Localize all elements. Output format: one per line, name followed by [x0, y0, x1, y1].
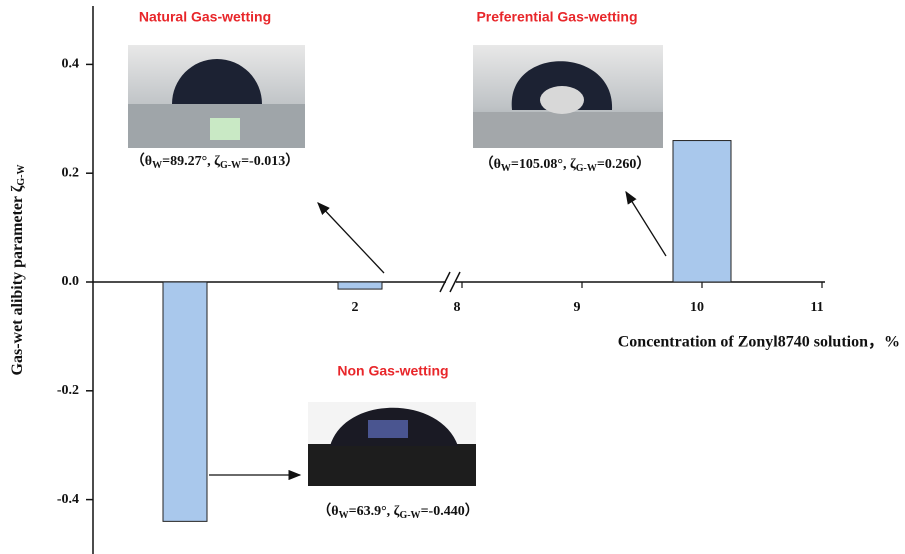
x-tick-label: 9	[574, 300, 581, 315]
annotation-label: （θW=89.27°, ζG-W=-0.013）	[131, 153, 299, 171]
annotation-title: Non Gas-wetting	[337, 363, 448, 379]
annotation-label-part: G-W	[220, 160, 241, 171]
x-tick-label: 10	[690, 300, 704, 315]
x-tick-label: 8	[454, 300, 461, 315]
annotation-label-part: =0.260）	[597, 156, 650, 172]
annotation-label-part: W	[152, 160, 162, 171]
x-axis-label: Concentration of Zonyl8740 solution，%	[618, 334, 900, 351]
annotation-label-part: =89.27°, ζ	[162, 154, 220, 169]
y-tick-label: 0.2	[62, 165, 80, 180]
annotation-label-part: G-W	[399, 510, 420, 521]
x-tick-label: 2	[352, 300, 359, 315]
bar	[163, 282, 207, 521]
x-tick-label: 11	[810, 300, 823, 315]
photo-non	[308, 402, 476, 486]
annotation-title: Natural Gas-wetting	[139, 9, 271, 25]
annotation-label-part: （θ	[317, 503, 338, 519]
annotation-label-part: W	[501, 163, 511, 174]
y-axis-label: Gas-wet alibity parameter ζG-W	[9, 165, 28, 376]
annotation-title: Preferential Gas-wetting	[476, 9, 637, 25]
bar	[673, 141, 731, 282]
annotation-label-part: W	[339, 510, 349, 521]
arrow	[318, 203, 384, 273]
y-tick-label: -0.4	[57, 492, 79, 507]
annotation-label-part: （θ	[480, 156, 501, 172]
photo-natural	[128, 45, 305, 148]
y-tick-label: 0.0	[62, 274, 80, 289]
chart: Gas-wet alibity parameter ζG-W Concentra…	[0, 0, 905, 554]
annotation-label-part: （θ	[131, 153, 152, 169]
annotation-label-part: =-0.440）	[421, 503, 479, 519]
arrow	[626, 192, 666, 256]
annotation-label-part: =105.08°, ζ	[511, 157, 576, 172]
photo-preferential	[473, 45, 663, 148]
annotation-label-part: =-0.013）	[241, 153, 299, 169]
annotation-label: （θW=105.08°, ζG-W=0.260）	[480, 156, 651, 174]
annotation-label-part: =63.9°, ζ	[349, 504, 400, 519]
y-tick-label: 0.4	[62, 57, 80, 72]
annotation-label: （θW=63.9°, ζG-W=-0.440）	[317, 503, 478, 521]
y-tick-label: -0.2	[57, 383, 79, 398]
bar	[338, 282, 382, 289]
annotation-label-part: G-W	[576, 163, 597, 174]
